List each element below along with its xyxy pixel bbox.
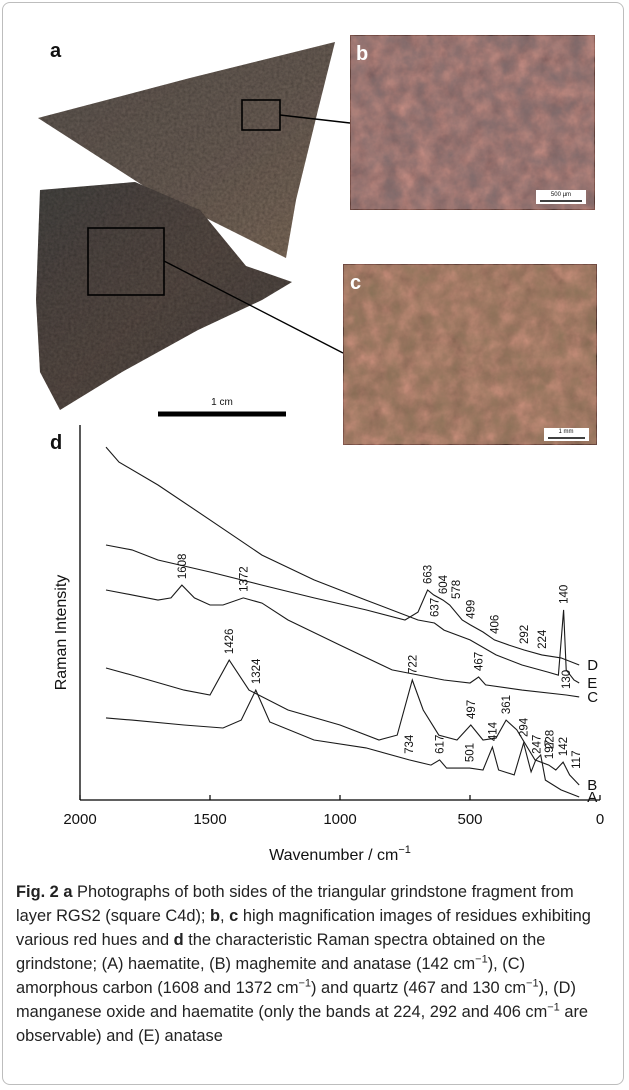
peak-label: 117 xyxy=(571,751,583,769)
peak-label: 497 xyxy=(466,700,478,719)
peak-label: 292 xyxy=(519,625,531,644)
peak-label: 140 xyxy=(559,585,571,604)
peak-label: 578 xyxy=(451,580,463,599)
peak-label: 361 xyxy=(501,695,513,714)
peak-label: 467 xyxy=(474,652,486,671)
peak-label: 663 xyxy=(423,565,435,584)
photo-b xyxy=(350,35,595,210)
peak-label: 142 xyxy=(558,737,570,756)
page: { "panel_labels": ["a", "b", "c", "d"], … xyxy=(0,0,629,1090)
peak-label: 617 xyxy=(435,735,447,754)
x-axis-label-sup: −1 xyxy=(398,844,411,856)
panel-label: b xyxy=(356,43,368,65)
series-label: C xyxy=(587,689,598,706)
figure: 500 µm 1 mm 1 cm a b c d 2000 1500 1000 500… xyxy=(0,0,629,878)
peak-label: 247 xyxy=(532,735,544,754)
caption-run: −1 xyxy=(547,1002,560,1014)
peak-label: 228 xyxy=(545,730,557,749)
peak-label: 1608 xyxy=(177,554,189,580)
peak-label: 414 xyxy=(487,721,499,741)
scale-bar-label: 1 mm xyxy=(559,429,574,435)
caption-run: c xyxy=(229,907,238,925)
peak-label: 722 xyxy=(407,655,419,674)
x-tick-label: 2000 xyxy=(63,811,96,828)
scale-bar-label: 1 cm xyxy=(211,397,233,408)
peak-label: 224 xyxy=(537,629,549,649)
series-label: D xyxy=(587,657,598,674)
x-axis-label-text: Wavenumber / cm xyxy=(269,847,398,864)
x-tick-label: 1500 xyxy=(193,811,226,828)
photo-c xyxy=(343,264,597,445)
spectrum xyxy=(106,660,579,785)
panel-label: c xyxy=(350,272,361,294)
panel-label: d xyxy=(50,432,62,454)
scale-bar-label: 500 µm xyxy=(551,192,571,198)
caption-run: d xyxy=(174,931,184,949)
peak-label: 130 xyxy=(561,670,573,689)
caption-run: a xyxy=(59,883,73,901)
panel-label: a xyxy=(50,40,62,62)
caption-run: , xyxy=(220,907,229,925)
spectrum xyxy=(106,585,579,697)
caption-run: −1 xyxy=(526,978,539,990)
peak-label: 637 xyxy=(429,598,441,617)
caption-run: ) and quartz (467 and 130 cm xyxy=(311,979,526,997)
series-label: A xyxy=(587,789,597,806)
peak-label: 604 xyxy=(438,574,450,594)
x-tick-label: 0 xyxy=(596,811,604,828)
x-tick-label: 1000 xyxy=(323,811,356,828)
peak-label: 406 xyxy=(489,615,501,634)
caption-run: −1 xyxy=(298,978,311,990)
caption-run: −1 xyxy=(475,954,488,966)
peak-label: 501 xyxy=(465,743,477,762)
peak-label: 1426 xyxy=(224,629,236,655)
peak-label: 734 xyxy=(404,734,416,754)
peak-label: 1372 xyxy=(238,566,250,592)
peak-label: 499 xyxy=(465,600,477,619)
caption-run: Fig. 2 xyxy=(16,883,59,901)
peak-label: 1324 xyxy=(251,658,263,684)
y-axis-label: Raman Intensity xyxy=(53,575,70,691)
caption: Fig. 2 a Photographs of both sides of th… xyxy=(16,880,606,1048)
raman-chart: 2000 1500 1000 500 0 Wavenumber / cm−1 Raman I… xyxy=(53,425,604,864)
caption-run: b xyxy=(210,907,220,925)
peak-label: 294 xyxy=(519,717,531,737)
x-axis-label: Wavenumber / cm−1 xyxy=(269,844,411,864)
x-tick-label: 500 xyxy=(457,811,482,828)
